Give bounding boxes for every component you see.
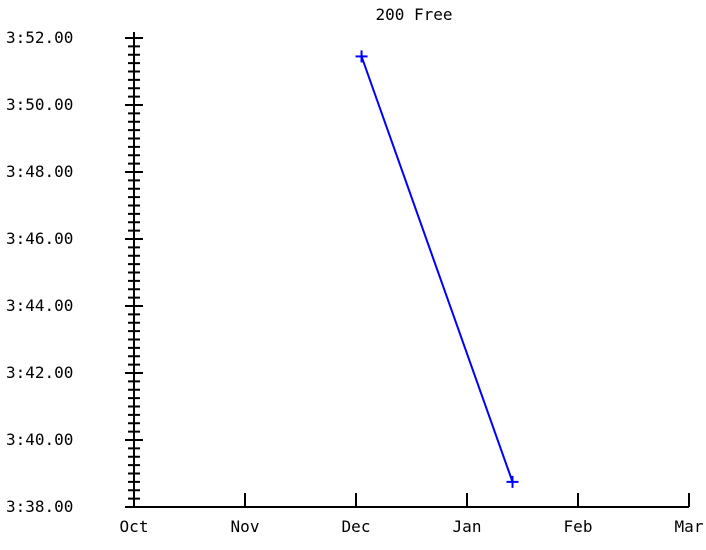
axes	[133, 32, 689, 508]
y-tick-label: 3:38.00	[6, 497, 73, 516]
x-tick-label: Dec	[342, 517, 371, 536]
x-tick-label: Feb	[564, 517, 593, 536]
y-axis-ticks: 3:38.00 3:40.00 3:42.00 3:44.00 3:46.00 3:48.…	[6, 28, 143, 516]
x-tick-label: Nov	[231, 517, 260, 536]
x-tick-label: Jan	[453, 517, 482, 536]
y-tick-label: 3:50.00	[6, 95, 73, 114]
y-tick-label: 3:52.00	[6, 28, 73, 47]
x-axis-ticks: Oct Nov Dec Jan Feb Mar	[120, 493, 704, 536]
series-layer	[355, 50, 519, 488]
series-line	[360, 56, 514, 483]
x-tick-label: Mar	[675, 517, 704, 536]
x-tick-label: Oct	[120, 517, 149, 536]
y-tick-label: 3:42.00	[6, 363, 73, 382]
y-tick-label: 3:40.00	[6, 430, 73, 449]
y-tick-label: 3:46.00	[6, 229, 73, 248]
data-point	[355, 50, 368, 63]
y-tick-label: 3:44.00	[6, 296, 73, 315]
y-tick-label: 3:48.00	[6, 162, 73, 181]
data-point	[506, 475, 519, 488]
chart-title: 200 Free	[375, 5, 452, 24]
